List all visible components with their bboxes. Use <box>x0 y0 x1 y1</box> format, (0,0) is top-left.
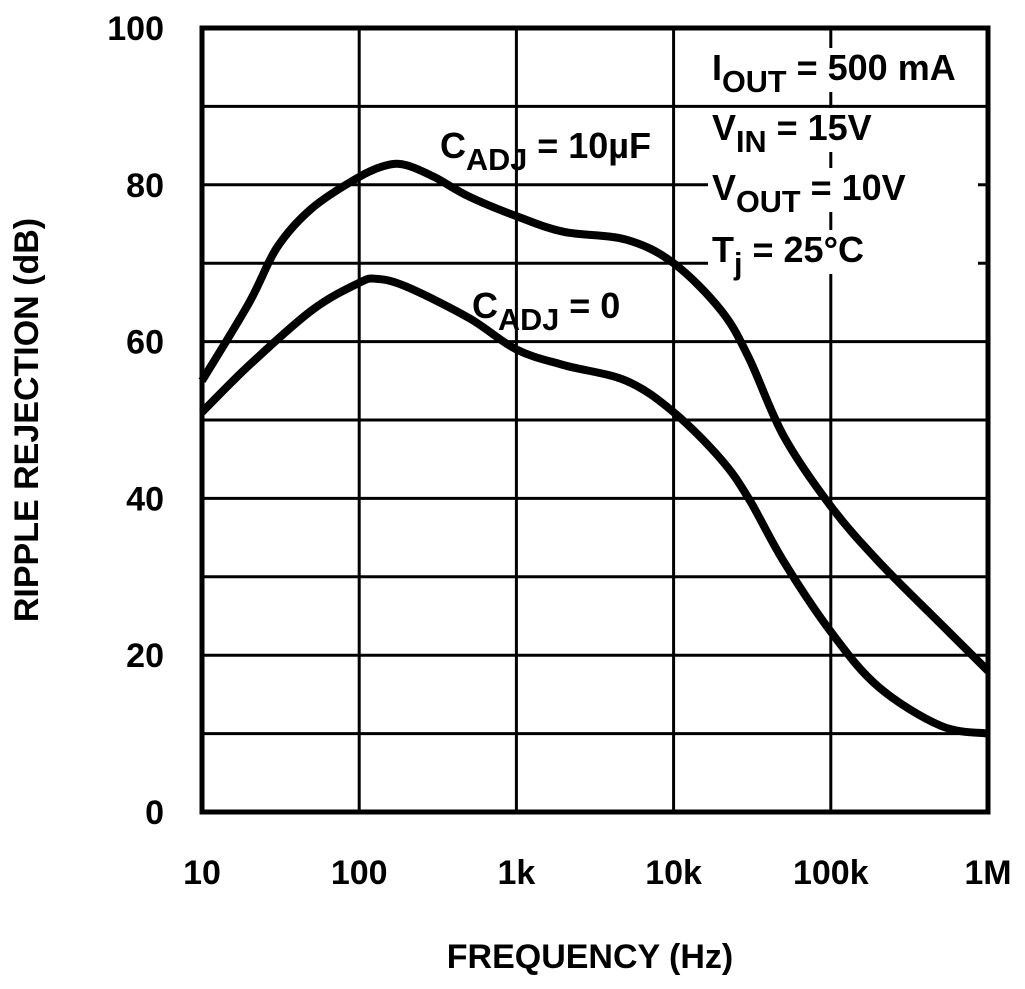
text-main: V <box>712 107 736 148</box>
annotation: VOUT = 10V <box>712 167 906 219</box>
annotation-bg <box>708 168 978 212</box>
x-tick-label: 10k <box>645 854 702 892</box>
text-rest: = 0 <box>559 285 620 326</box>
x-axis-label: FREQUENCY (Hz) <box>447 938 734 976</box>
y-tick-label: 60 <box>126 324 164 362</box>
text-rest: = 500 mA <box>787 47 956 88</box>
text-main: C <box>472 285 498 326</box>
x-tick-label: 1k <box>497 854 535 892</box>
y-tick-label: 20 <box>126 637 164 675</box>
text-sub: ADJ <box>466 143 527 177</box>
text-sub: OUT <box>722 65 787 99</box>
text-sub: j <box>733 247 743 281</box>
x-tick-label: 100k <box>793 854 869 892</box>
text-main: I <box>712 47 722 88</box>
y-tick-label: 40 <box>126 480 164 518</box>
series-label: CADJ = 10µF <box>440 125 651 177</box>
text-rest: = 10µF <box>527 125 651 166</box>
series-label: CADJ = 0 <box>472 285 620 337</box>
text-rest: = 15V <box>767 107 872 148</box>
annotation-bg <box>708 108 978 152</box>
y-tick-label: 0 <box>145 794 164 832</box>
annotation: Tj = 25°C <box>712 229 864 281</box>
annotation: IOUT = 500 mA <box>712 47 956 99</box>
text-rest: = 10V <box>801 167 906 208</box>
text-sub: IN <box>736 125 767 159</box>
series-line <box>198 159 991 674</box>
annotation: VIN = 15V <box>712 107 872 159</box>
y-axis-label: RIPPLE REJECTION (dB) <box>8 218 46 622</box>
annotation-bg <box>708 230 978 274</box>
series-line <box>199 274 989 738</box>
text-main: V <box>712 167 736 208</box>
y-tick-label: 100 <box>107 10 164 48</box>
plot-frame <box>199 25 991 815</box>
annotation-bg <box>708 48 978 92</box>
x-tick-label: 10 <box>183 854 221 892</box>
text-main: T <box>712 229 734 270</box>
text-sub: OUT <box>736 185 801 219</box>
x-tick-label: 100 <box>331 854 388 892</box>
text-sub: ADJ <box>498 303 559 337</box>
text-rest: = 25°C <box>743 229 864 270</box>
text-main: C <box>440 125 466 166</box>
x-tick-label: 1M <box>964 854 1011 892</box>
y-tick-label: 80 <box>126 167 164 205</box>
